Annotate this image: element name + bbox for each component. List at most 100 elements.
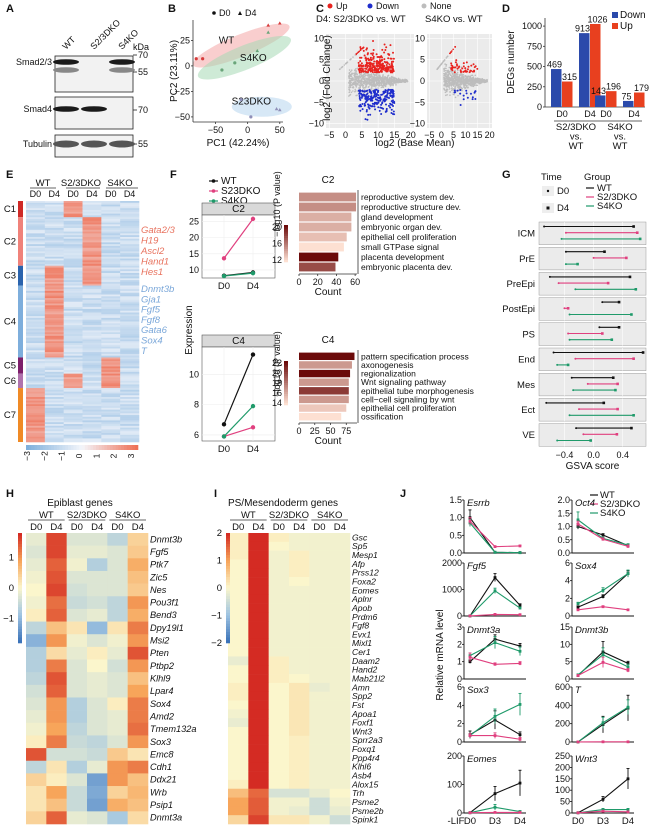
heatmap-cell xyxy=(26,420,46,423)
ma-point-none xyxy=(367,73,370,76)
heatmap-cell xyxy=(26,621,47,635)
ma-point-none xyxy=(444,79,447,82)
ma-point-up xyxy=(391,66,394,69)
heatmap-cell xyxy=(63,361,83,364)
heatmap-cell xyxy=(87,558,108,572)
ma-point-up xyxy=(389,44,392,47)
legend-label: S4KO xyxy=(600,508,625,519)
ma-point-up xyxy=(461,67,464,70)
heatmap-cell xyxy=(82,370,102,373)
heatmap-cell xyxy=(44,371,64,374)
heatmap-cell xyxy=(26,659,47,673)
heatmap-cell xyxy=(63,276,83,279)
heatmap-cell xyxy=(101,424,121,427)
heatmap-cell xyxy=(82,307,102,310)
group-ellipse xyxy=(192,23,290,68)
heatmap-cell xyxy=(82,400,102,403)
y-tick-label: 400 xyxy=(555,700,570,710)
ma-point-none xyxy=(478,80,480,83)
heatmap-cell xyxy=(101,388,121,391)
y-tick-label: 4 xyxy=(565,576,570,586)
heatmap-cell xyxy=(101,370,121,373)
heatmap-cell xyxy=(107,533,128,546)
heatmap-cell xyxy=(82,371,102,374)
colorbar-segment xyxy=(284,383,288,386)
heatmap-cell xyxy=(44,438,64,441)
ma-point-none xyxy=(351,83,354,85)
heatmap-cell xyxy=(309,585,330,596)
heatmap-cell xyxy=(228,674,249,684)
heatmap-cell xyxy=(329,603,351,613)
ma-point-up xyxy=(392,57,395,60)
heatmap-cell xyxy=(44,434,64,437)
gene-label: Mab21l2 xyxy=(352,674,385,684)
heatmap-cell xyxy=(26,413,46,416)
heatmap-cell xyxy=(26,341,46,344)
heatmap-cell xyxy=(268,700,290,710)
heatmap-cell xyxy=(26,245,46,249)
heatmap-cell xyxy=(101,402,121,405)
series-point xyxy=(626,740,630,744)
y-tick-label: 100 xyxy=(555,785,570,795)
heatmap-cell xyxy=(82,204,102,207)
colorbar-tick-label: 20 xyxy=(272,222,282,232)
range-d0-marker xyxy=(572,389,575,392)
ma-point-none xyxy=(457,87,460,89)
heatmap-cell xyxy=(44,413,64,416)
colorbar-segment xyxy=(284,256,288,259)
ma-point-none xyxy=(451,77,453,80)
colorbar-segment xyxy=(284,372,288,375)
gsva-range-plot: Time GroupD0D4WTS2/3DKOS4KOICMPrEPreEpiPo… xyxy=(502,172,647,472)
heatmap-cell xyxy=(248,771,269,781)
heatmap-cell xyxy=(44,271,64,274)
heatmap-cell xyxy=(268,638,290,648)
heatmap-cell xyxy=(44,361,64,364)
colorbar-segment xyxy=(18,579,22,583)
heatmap-cell xyxy=(101,202,121,205)
heatmap-cell xyxy=(101,211,121,214)
colorbar-segment xyxy=(226,604,230,608)
x-tick-label: D4 xyxy=(247,444,259,455)
series-point xyxy=(518,613,522,617)
heatmap-cell xyxy=(82,404,102,407)
heatmap-cell xyxy=(101,323,121,326)
colorbar-segment xyxy=(65,445,69,450)
ma-point-down xyxy=(384,110,387,113)
heatmap-cell xyxy=(82,251,102,254)
heatmap-cell xyxy=(44,420,64,423)
ma-point-none xyxy=(472,76,475,79)
heatmap-cell xyxy=(63,312,83,315)
ma-point-up xyxy=(376,65,379,68)
heatmap-cell xyxy=(82,335,102,338)
ma-point-none xyxy=(362,76,365,79)
y-tick-label: 0 xyxy=(457,611,462,621)
ma-point-none xyxy=(375,80,377,82)
heatmap-cell xyxy=(44,436,64,439)
heatmap-cell xyxy=(63,321,83,324)
colorbar-tick-label: 3 xyxy=(126,453,136,458)
blot-label: Tubulin xyxy=(23,139,52,149)
ma-point-none xyxy=(476,77,479,79)
heatmap-cell xyxy=(127,697,149,711)
heatmap-cell xyxy=(82,206,102,209)
ma-point-none xyxy=(387,79,390,81)
range-d4-marker xyxy=(625,256,628,260)
series-point xyxy=(601,721,605,725)
heatmap-cell xyxy=(248,718,269,728)
gene-label: Afp xyxy=(351,559,365,569)
ma-point-down xyxy=(390,103,393,106)
series-point xyxy=(493,792,497,796)
heatmap-cell xyxy=(107,558,128,572)
legend-d0-label: D0 xyxy=(557,186,569,197)
heatmap-cell xyxy=(66,786,88,799)
heatmap-cell xyxy=(44,272,64,276)
heatmap-cell xyxy=(66,608,88,622)
heatmap-cell xyxy=(309,550,330,560)
heatmap-cell xyxy=(26,298,46,301)
heatmap-cell xyxy=(120,267,140,270)
x-tick-label: D3 xyxy=(489,816,501,826)
heatmap-cell xyxy=(248,541,269,551)
ma-point-none xyxy=(450,71,453,73)
bar-down xyxy=(595,95,606,107)
heatmap-cell xyxy=(66,697,88,711)
